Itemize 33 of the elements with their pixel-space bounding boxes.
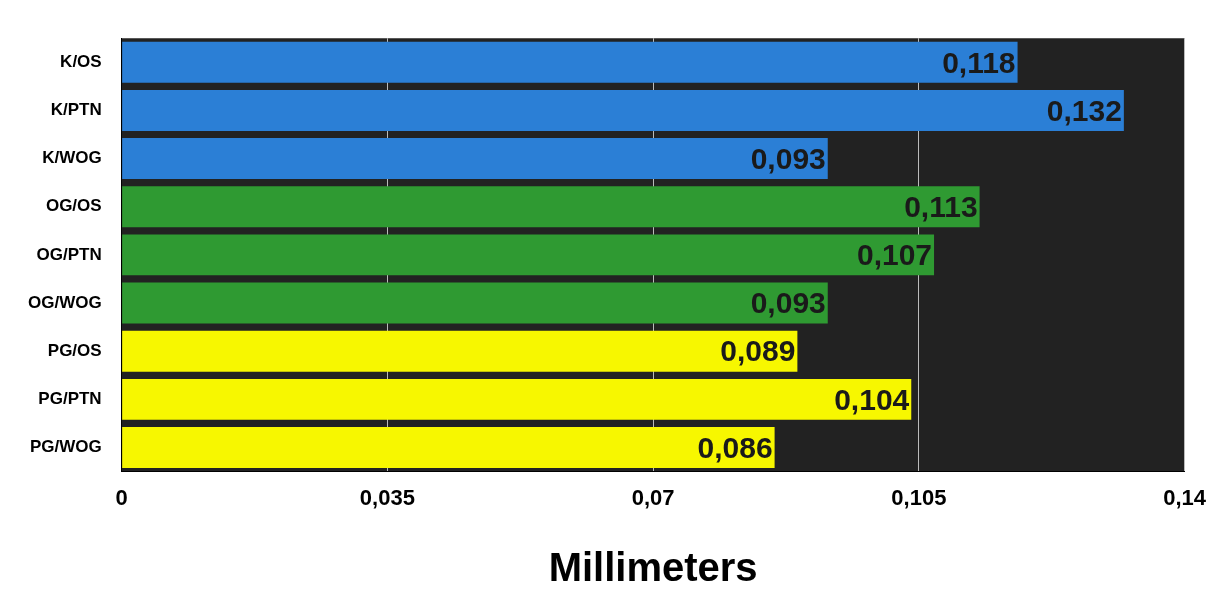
y-tick-label: K/OS [60,51,102,71]
bar [122,89,1124,131]
y-tick-label: PG/WOG [29,437,102,457]
bar [122,234,935,276]
bar [122,186,980,228]
data-label: 0,113 [904,190,978,224]
data-label: 0,104 [834,382,910,416]
y-tick-label: OG/PTN [36,244,102,264]
bar [122,378,912,420]
data-label: 0,132 [1046,93,1122,127]
x-tick-label: 0,14 [1163,484,1207,510]
data-label: 0,093 [750,286,826,320]
data-label: 0,118 [942,45,1016,79]
y-tick-label: K/WOG [42,148,102,168]
data-label: 0,093 [750,141,826,175]
x-tick-label: 0,07 [631,484,675,510]
bar [122,427,775,468]
x-tick-label: 0,105 [891,484,947,510]
bar [122,41,1018,83]
bar [122,138,828,180]
data-label: 0,089 [720,334,796,368]
y-tick-label: PG/PTN [38,389,102,409]
x-tick-label: 0,035 [359,484,415,510]
x-tick-label: 0 [115,484,128,510]
bar [122,282,828,324]
x-axis-title: Millimeters [548,545,758,590]
y-tick-label: OG/OS [45,196,102,216]
y-tick-label: OG/WOG [27,292,102,312]
y-tick-label: PG/OS [47,340,102,360]
y-tick-label: K/PTN [50,100,102,120]
data-label: 0,107 [856,238,933,272]
data-label: 0,086 [697,430,773,464]
bar [122,330,798,372]
